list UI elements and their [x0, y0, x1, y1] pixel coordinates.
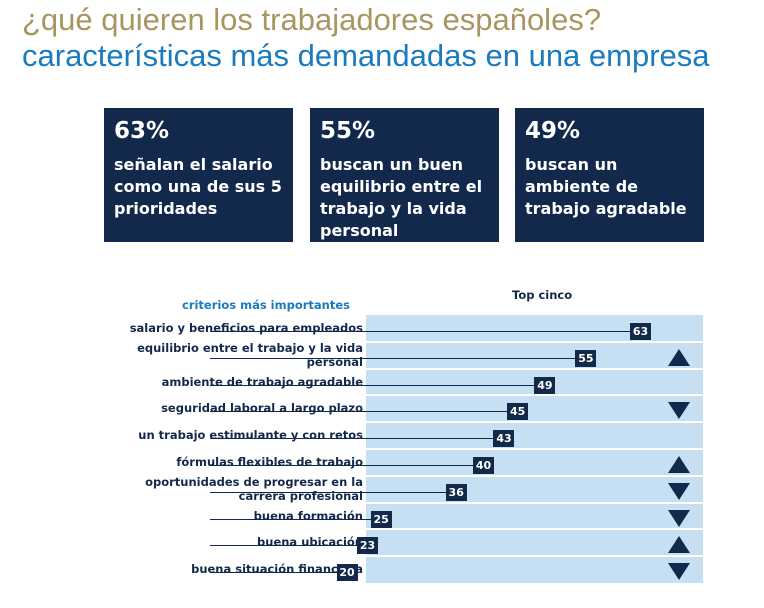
- stat-value: 63%: [114, 118, 170, 144]
- category-label: fórmulas flexibles de trabajo: [176, 454, 363, 469]
- row-separator: [366, 474, 703, 477]
- category-label: buena formación: [253, 508, 363, 523]
- value-label: 63: [630, 322, 651, 340]
- category-label: oportunidades de progresar en la carrera…: [145, 474, 363, 503]
- bar-line: [210, 357, 586, 359]
- arrow-down-icon: [668, 402, 690, 420]
- chart-title: Top cinco: [512, 288, 573, 302]
- stat-text: señalan el salario como una de sus 5 pri…: [114, 155, 282, 218]
- page-subtitle: características más demandadas en una em…: [22, 38, 710, 73]
- arrow-up-icon: [668, 348, 690, 366]
- row-separator: [366, 528, 703, 531]
- bar-line: [210, 438, 504, 440]
- row-separator: [366, 421, 703, 424]
- row-separator: [366, 555, 703, 558]
- value-label: 49: [534, 376, 556, 394]
- category-header: criterios más importantes: [182, 298, 350, 312]
- value-label: 43: [493, 430, 515, 448]
- value-label: 20: [336, 564, 358, 582]
- category-label: salario y beneficios para empleados: [129, 320, 363, 335]
- stat-card-environment: 49% buscan un ambiente de trabajo agrada…: [515, 108, 704, 242]
- bar-line: [210, 464, 484, 466]
- bar-line: [210, 330, 640, 332]
- bar-line: [210, 411, 518, 413]
- category-label: un trabajo estimulante y con retos: [138, 428, 363, 443]
- bar-line: [210, 572, 347, 574]
- bar-line: [210, 491, 456, 493]
- row-separator: [366, 501, 703, 504]
- arrow-up-icon: [668, 536, 690, 554]
- category-label: buena ubicación: [257, 535, 363, 550]
- stat-text: buscan un buen equilibrio entre el traba…: [320, 155, 483, 240]
- value-label: 25: [370, 510, 392, 528]
- row-separator: [366, 367, 703, 370]
- category-label: seguridad laboral a largo plazo: [161, 401, 363, 416]
- bar-line: [210, 384, 545, 386]
- row-separator: [366, 394, 703, 397]
- bar-line: [210, 545, 367, 547]
- stat-value: 49%: [525, 118, 581, 144]
- category-label: buena situación financiera: [191, 562, 363, 577]
- bar-line: [210, 518, 381, 520]
- stat-text: buscan un ambiente de trabajo agradable: [525, 155, 687, 218]
- value-label: 36: [445, 483, 467, 501]
- value-label: 40: [473, 456, 495, 474]
- row-separator: [366, 448, 703, 450]
- page-title: ¿qué quieren los trabajadores españoles?: [22, 2, 602, 37]
- row-separator: [366, 340, 703, 343]
- category-label: equilibrio entre el trabajo y la vida pe…: [137, 340, 363, 369]
- arrow-up-icon: [668, 455, 690, 473]
- stat-card-salary: 63% señalan el salario como una de sus 5…: [104, 108, 293, 242]
- value-label: 45: [507, 403, 529, 421]
- arrow-down-icon: [668, 509, 690, 527]
- value-label: 23: [356, 537, 378, 555]
- category-label: ambiente de trabajo agradable: [161, 374, 363, 389]
- arrow-down-icon: [668, 563, 690, 581]
- stat-card-balance: 55% buscan un buen equilibrio entre el t…: [310, 108, 499, 242]
- stat-value: 55%: [320, 118, 376, 144]
- arrow-down-icon: [668, 482, 690, 500]
- value-label: 55: [575, 349, 597, 367]
